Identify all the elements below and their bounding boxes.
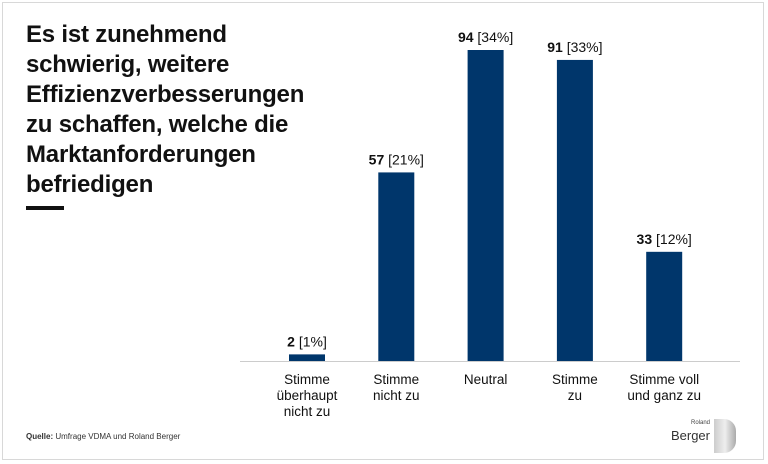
category-label: Neutral: [464, 372, 508, 387]
logo-main-text: Berger: [670, 428, 710, 443]
category-label: zu: [568, 388, 582, 403]
data-label-percent: [21%]: [388, 151, 424, 167]
category-label: Stimme voll: [629, 372, 699, 387]
data-label: 57 [21%]: [369, 151, 424, 167]
bar: [378, 172, 415, 361]
logo-b-mark-icon: [714, 419, 736, 453]
bar: [646, 251, 683, 361]
category-label: nicht zu: [373, 388, 420, 403]
category-label: Stimme: [552, 372, 598, 387]
data-label-percent: [1%]: [299, 333, 327, 349]
data-label: 91 [33%]: [547, 39, 602, 55]
bar: [289, 354, 325, 361]
data-label-value: 2: [287, 333, 299, 349]
data-label-percent: [33%]: [567, 39, 603, 55]
category-label: und ganz zu: [627, 388, 701, 403]
data-label: 2 [1%]: [287, 333, 327, 349]
chart-title: Es ist zunehmend schwierig, weitere Effi…: [26, 21, 305, 198]
source-label: Quelle:: [26, 432, 54, 441]
source-note: Quelle: Umfrage VDMA und Roland Berger: [26, 432, 180, 441]
category-label: Stimme: [373, 372, 419, 387]
bar: [467, 50, 504, 361]
category-label: überhaupt: [277, 388, 338, 403]
data-label-value: 33: [637, 231, 656, 247]
data-label: 33 [12%]: [637, 231, 692, 247]
category-label: nicht zu: [284, 404, 331, 419]
logo-top-text: Roland: [690, 420, 710, 426]
title-underline: [26, 206, 64, 210]
bar: [556, 59, 593, 361]
category-label: Stimme: [284, 372, 330, 387]
roland-berger-logo: Roland Berger: [668, 419, 740, 454]
data-label-value: 57: [369, 151, 388, 167]
data-label-value: 91: [547, 39, 566, 55]
data-label-percent: [12%]: [656, 231, 692, 247]
data-label-percent: [34%]: [477, 29, 513, 45]
data-label-value: 94: [458, 29, 477, 45]
source-text: Umfrage VDMA und Roland Berger: [55, 432, 181, 441]
data-label: 94 [34%]: [458, 29, 513, 45]
